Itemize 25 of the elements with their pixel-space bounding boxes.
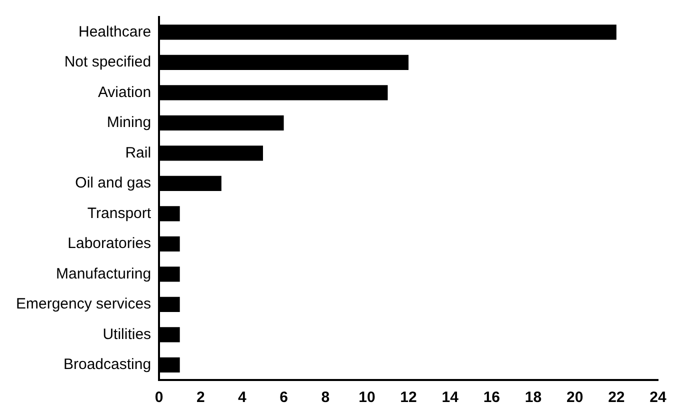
x-tick-label: 8 <box>321 389 330 406</box>
y-tick-label: Utilities <box>102 326 152 343</box>
y-tick-label: Rail <box>125 144 152 162</box>
y-tick-label: Transport <box>87 204 152 222</box>
y-tick-label: Manufacturing <box>56 265 152 282</box>
x-tick-label: 6 <box>280 389 288 406</box>
x-tick-label: 16 <box>483 389 500 406</box>
x-tick-label: 12 <box>400 389 417 406</box>
x-tick-label: 14 <box>442 389 460 406</box>
y-tick-label: Aviation <box>98 84 152 101</box>
x-tick-label: 18 <box>524 389 542 406</box>
y-tick-label: Not specified <box>64 54 152 71</box>
y-tick-label: Mining <box>106 114 152 132</box>
y-tick-label: Oil and gas <box>75 174 152 192</box>
x-tick-label: 24 <box>650 389 667 406</box>
x-tick-label: 0 <box>154 389 164 406</box>
y-tick-label: Emergency services <box>16 296 152 313</box>
x-tick-label: 10 <box>358 389 376 406</box>
y-tick-label: Healthcare <box>78 23 152 40</box>
x-tick-label: 22 <box>608 389 625 406</box>
x-tick-label: 2 <box>196 389 205 406</box>
x-tick-label: 4 <box>238 389 248 406</box>
y-tick-label: Broadcasting <box>63 356 152 374</box>
y-tick-label: Laboratories <box>68 235 152 252</box>
x-tick-label: 20 <box>566 389 584 406</box>
